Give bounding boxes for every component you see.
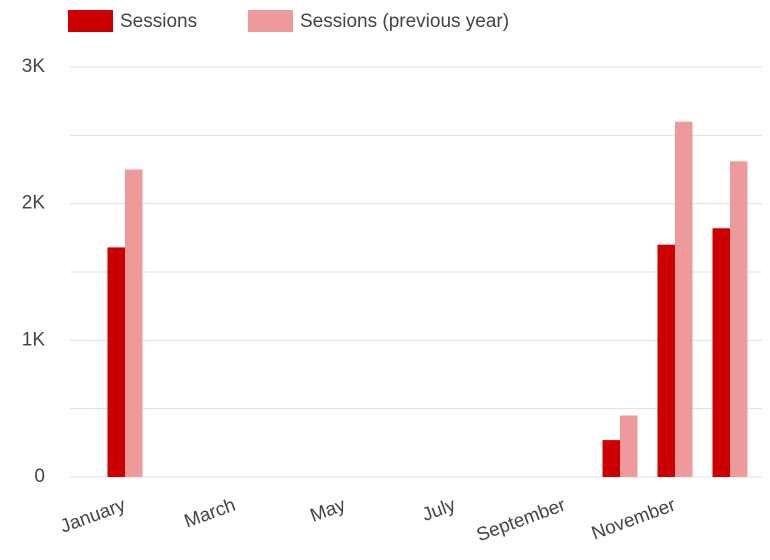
bar [657, 244, 675, 477]
y-tick-label: 3K [22, 56, 46, 77]
bar [675, 121, 693, 478]
bar [125, 169, 143, 477]
legend-label: Sessions (previous year) [300, 11, 509, 32]
y-tick-label: 0 [34, 466, 45, 487]
x-tick-label: March [182, 495, 239, 533]
bar [712, 228, 730, 477]
x-tick-label: January [58, 495, 129, 538]
x-tick-label: September [474, 494, 569, 546]
bar [602, 440, 620, 477]
y-tick-label: 2K [22, 193, 46, 214]
x-tick-label: May [308, 495, 349, 527]
x-tick-label: July [419, 495, 458, 526]
x-tick-label: November [589, 494, 679, 544]
bar [107, 247, 125, 477]
bar [620, 415, 638, 477]
legend-swatch [68, 10, 113, 32]
bar [730, 161, 748, 478]
legend-swatch [248, 10, 293, 32]
y-tick-label: 1K [22, 329, 46, 350]
legend-label: Sessions [120, 11, 197, 32]
